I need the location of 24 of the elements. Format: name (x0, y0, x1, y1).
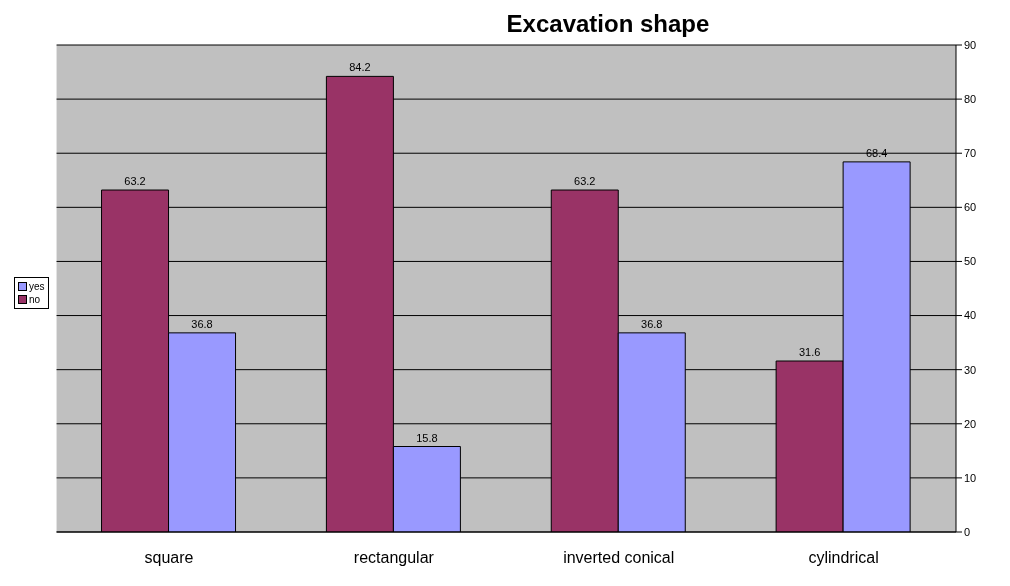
data-label: 15.8 (416, 431, 438, 444)
y-tick-label: 60 (964, 201, 977, 214)
data-label: 84.2 (349, 61, 371, 74)
x-tick-label: square (144, 549, 194, 567)
data-label: 36.8 (641, 317, 663, 330)
x-tick-label: inverted conical (563, 549, 675, 567)
legend-label: no (29, 293, 41, 306)
chart-title: Excavation shape (505, 10, 711, 38)
data-label: 63.2 (124, 175, 146, 188)
y-tick-label: 80 (964, 93, 977, 106)
y-tick-label: 0 (964, 525, 971, 538)
data-label: 31.6 (798, 346, 821, 359)
data-label: 36.8 (191, 317, 213, 330)
y-tick-label: 70 (964, 147, 977, 160)
y-tick-label: 50 (964, 255, 977, 268)
x-tick-label: cylindrical (808, 549, 879, 567)
y-tick-label: 90 (964, 38, 977, 51)
legend-label: yes (29, 280, 45, 293)
data-label: 63.2 (574, 175, 596, 188)
y-tick-label: 30 (964, 363, 977, 376)
x-tick-label: rectangular (353, 549, 435, 567)
y-tick-label: 20 (964, 417, 977, 430)
y-tick-label: 10 (964, 471, 977, 484)
y-tick-label: 40 (964, 309, 977, 322)
